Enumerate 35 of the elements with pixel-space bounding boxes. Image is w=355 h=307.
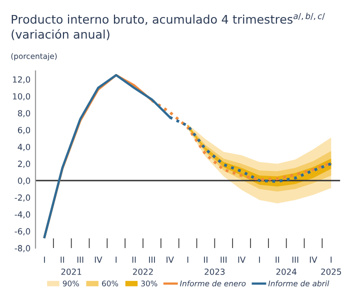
x-tick-label: I <box>187 256 188 263</box>
x-tick-label: III <box>77 256 84 263</box>
x-tick-label: II <box>204 256 208 263</box>
x-tick-label: IV <box>94 256 102 263</box>
x-tick-label: IV <box>310 256 318 263</box>
x-tick-label: IV <box>238 256 246 263</box>
x-tick-label: I <box>330 256 332 263</box>
y-tick-label: 12,0 <box>13 76 30 84</box>
y-tick-label: -2,0 <box>14 194 30 202</box>
x-tick-label: II <box>276 256 280 263</box>
text: 2025 <box>321 268 342 275</box>
x-tick-label: I <box>116 256 117 263</box>
x-tick-label: I <box>259 256 260 263</box>
chart-title: Producto interno bruto, acumulado 4 trimestres$^{a/,b/,c/}$ <box>12 12 325 25</box>
x-tick-label: III <box>220 256 226 263</box>
x-tick-label: IV <box>166 256 174 263</box>
chart-subtitle: (variación anual) <box>12 29 110 40</box>
y-tick-label: 4,0 <box>18 144 30 151</box>
y-tick-label: -8,0 <box>14 245 30 252</box>
x-tick-label: I <box>44 256 45 263</box>
y-tick-label: 0,0 <box>18 178 30 185</box>
y-tick-label: -6,0 <box>14 228 30 236</box>
text: 2021 <box>61 268 82 275</box>
y-tick-label: 6,0 <box>18 126 30 134</box>
y-tick-label: -4,0 <box>14 211 30 218</box>
x-tick-label: II <box>132 256 136 263</box>
y-tick-label: 8,0 <box>18 110 30 118</box>
text: 2024 <box>276 268 296 275</box>
x-tick-label: II <box>60 256 64 263</box>
text: 2022 <box>133 268 153 275</box>
y-tick-label: 2,0 <box>18 160 30 168</box>
x-tick-label: III <box>149 256 155 263</box>
text: 2023 <box>204 268 225 275</box>
x-tick-label: III <box>292 256 298 263</box>
y-tick-label: 10,0 <box>13 93 30 100</box>
